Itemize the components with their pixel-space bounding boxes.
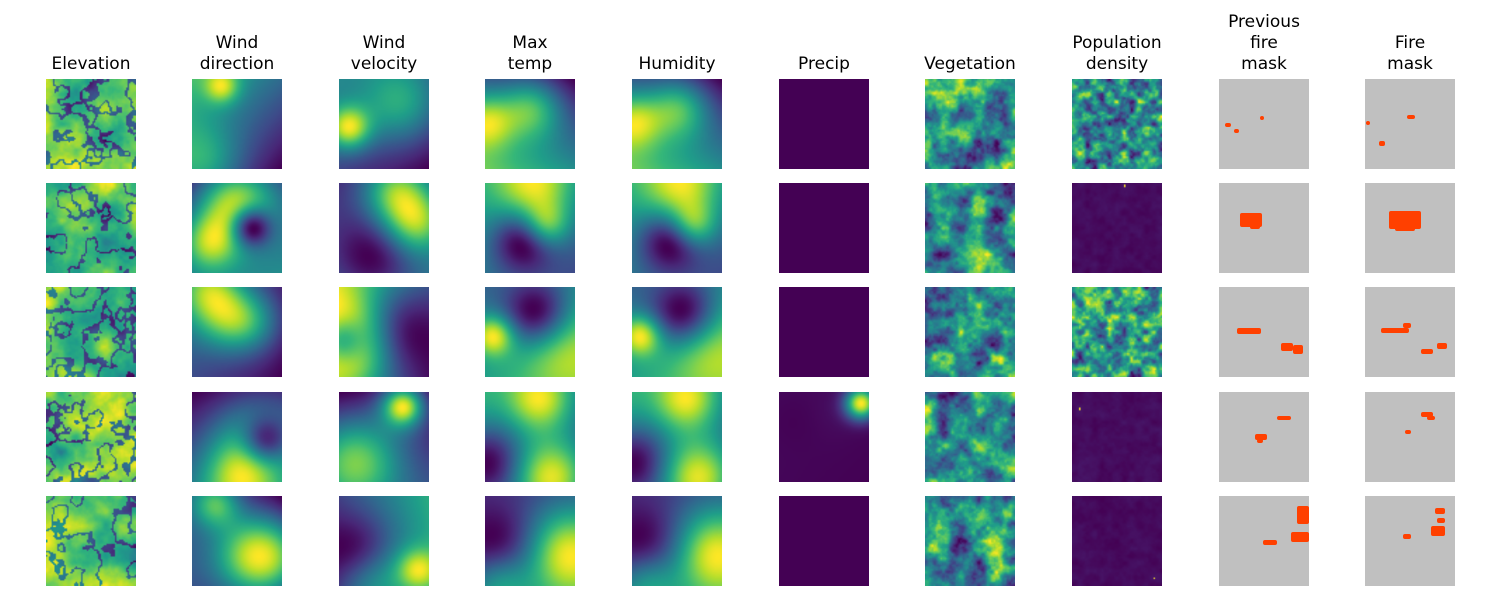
fire-patch — [1250, 223, 1260, 229]
fire-patch — [1263, 540, 1277, 545]
heatmap-cell-precip-row-2 — [779, 183, 869, 273]
heatmap-cell-elevation-row-1 — [46, 79, 136, 169]
heatmap-cell-humidity-row-4 — [632, 392, 722, 482]
heatmap-cell-wind-velocity-row-4 — [339, 392, 429, 482]
heatmap-cell-previous-fire-mask-row-5 — [1219, 496, 1309, 586]
heatmap-cell-precip-row-5 — [779, 496, 869, 586]
column-title-elevation: Elevation — [51, 54, 131, 74]
heatmap-cell-vegetation-row-4 — [925, 392, 1015, 482]
heatmap-cell-max-temp-row-4 — [485, 392, 575, 482]
fire-patch — [1427, 416, 1435, 420]
heatmap-cell-population-density-row-3 — [1072, 287, 1162, 377]
heatmap-cell-max-temp-row-2 — [485, 183, 575, 273]
heatmap-cell-wind-velocity-row-5 — [339, 496, 429, 586]
heatmap-cell-vegetation-row-3 — [925, 287, 1015, 377]
column-title-vegetation: Vegetation — [924, 54, 1016, 74]
heatmap-cell-humidity-row-2 — [632, 183, 722, 273]
heatmap-cell-wind-velocity-row-3 — [339, 287, 429, 377]
heatmap-cell-wind-direction-row-5 — [192, 496, 282, 586]
heatmap-cell-elevation-row-2 — [46, 183, 136, 273]
column-title-wind-velocity: Wind velocity — [350, 33, 418, 74]
column-title-humidity: Humidity — [638, 54, 716, 74]
heatmap-cell-wind-velocity-row-1 — [339, 79, 429, 169]
fire-patch — [1403, 534, 1411, 539]
fire-patch — [1225, 123, 1231, 127]
column-title-population-density: Population density — [1072, 33, 1162, 74]
fire-patch — [1260, 116, 1264, 120]
fire-patch — [1431, 526, 1445, 536]
heatmap-cell-vegetation-row-2 — [925, 183, 1015, 273]
fire-patch — [1437, 343, 1447, 349]
heatmap-cell-humidity-row-1 — [632, 79, 722, 169]
fire-patch — [1405, 430, 1411, 434]
heatmap-cell-wind-direction-row-1 — [192, 79, 282, 169]
column-title-fire-mask: Fire mask — [1387, 33, 1433, 74]
heatmap-cell-max-temp-row-3 — [485, 287, 575, 377]
fire-patch — [1379, 141, 1385, 146]
heatmap-cell-previous-fire-mask-row-4 — [1219, 392, 1309, 482]
heatmap-cell-humidity-row-3 — [632, 287, 722, 377]
fire-patch — [1421, 349, 1433, 354]
heatmap-cell-precip-row-1 — [779, 79, 869, 169]
heatmap-cell-population-density-row-1 — [1072, 79, 1162, 169]
heatmap-cell-elevation-row-5 — [46, 496, 136, 586]
heatmap-cell-elevation-row-3 — [46, 287, 136, 377]
heatmap-cell-max-temp-row-5 — [485, 496, 575, 586]
column-title-previous-fire-mask: Previous fire mask — [1228, 12, 1300, 74]
heatmap-cell-fire-mask-row-5 — [1365, 496, 1455, 586]
heatmap-cell-population-density-row-2 — [1072, 183, 1162, 273]
column-title-max-temp: Max temp — [507, 33, 553, 74]
column-title-precip: Precip — [798, 54, 850, 74]
heatmap-cell-fire-mask-row-3 — [1365, 287, 1455, 377]
heatmap-cell-population-density-row-5 — [1072, 496, 1162, 586]
fire-patch — [1293, 345, 1303, 354]
fire-patch — [1421, 412, 1433, 417]
heatmap-cell-wind-direction-row-4 — [192, 392, 282, 482]
fire-patch — [1395, 223, 1415, 231]
heatmap-cell-elevation-row-4 — [46, 392, 136, 482]
fire-patch — [1277, 416, 1291, 420]
heatmap-cell-humidity-row-5 — [632, 496, 722, 586]
heatmap-cell-previous-fire-mask-row-2 — [1219, 183, 1309, 273]
fire-patch — [1255, 434, 1267, 440]
heatmap-cell-wind-direction-row-3 — [192, 287, 282, 377]
heatmap-cell-fire-mask-row-1 — [1365, 79, 1455, 169]
fire-patch — [1291, 532, 1309, 542]
fire-patch — [1435, 508, 1445, 514]
fire-patch — [1234, 129, 1239, 133]
column-title-wind-direction: Wind direction — [199, 33, 275, 74]
fire-patch — [1366, 121, 1370, 125]
heatmap-cell-precip-row-3 — [779, 287, 869, 377]
heatmap-cell-vegetation-row-5 — [925, 496, 1015, 586]
heatmap-cell-fire-mask-row-4 — [1365, 392, 1455, 482]
heatmap-cell-precip-row-4 — [779, 392, 869, 482]
heatmap-cell-wind-velocity-row-2 — [339, 183, 429, 273]
heatmap-cell-wind-direction-row-2 — [192, 183, 282, 273]
fire-patch — [1257, 439, 1263, 443]
fire-patch — [1237, 328, 1261, 334]
heatmap-cell-vegetation-row-1 — [925, 79, 1015, 169]
heatmap-cell-fire-mask-row-2 — [1365, 183, 1455, 273]
heatmap-cell-previous-fire-mask-row-1 — [1219, 79, 1309, 169]
fire-patch — [1381, 328, 1409, 333]
heatmap-cell-population-density-row-4 — [1072, 392, 1162, 482]
fire-patch — [1403, 323, 1411, 328]
heatmap-cell-max-temp-row-1 — [485, 79, 575, 169]
fire-patch — [1437, 518, 1445, 523]
fire-patch — [1281, 343, 1293, 351]
fire-patch — [1297, 506, 1309, 524]
fire-patch — [1407, 115, 1415, 119]
heatmap-cell-previous-fire-mask-row-3 — [1219, 287, 1309, 377]
